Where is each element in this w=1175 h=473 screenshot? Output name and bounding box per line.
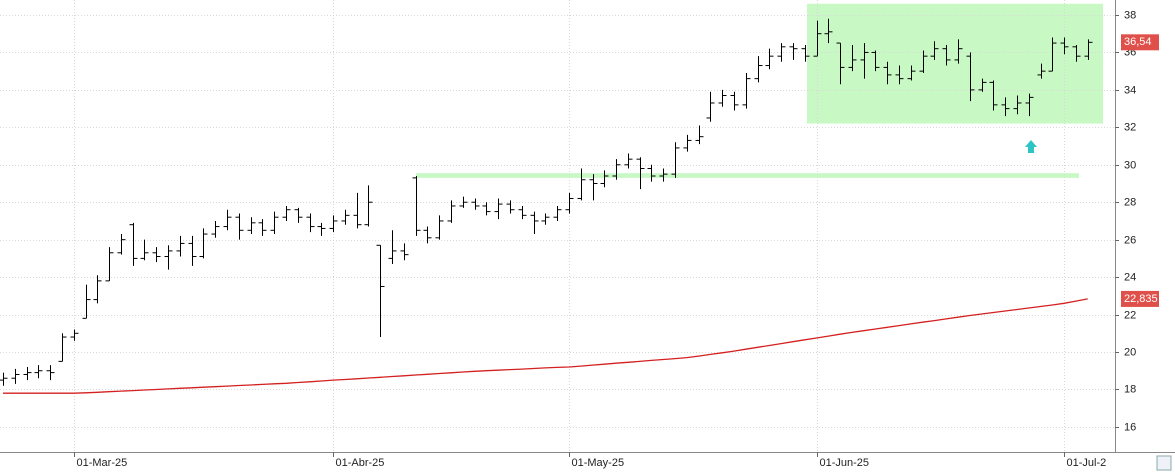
highlight-zone	[807, 3, 1103, 124]
y-tick-label: 28	[1124, 196, 1136, 208]
plot-area	[0, 0, 1115, 452]
y-tick-label: 22	[1124, 309, 1136, 321]
y-tick-label: 20	[1124, 346, 1136, 358]
y-tick-label: 16	[1124, 421, 1136, 433]
price-tag	[1121, 290, 1159, 307]
x-tick-label: 01-Jun-25	[820, 457, 870, 469]
x-tick-label: 01-Abr-25	[336, 457, 385, 469]
moving-average-line	[3, 298, 1088, 394]
x-tick-label: 01-Jul-2	[1067, 457, 1107, 469]
y-tick-label: 32	[1124, 121, 1136, 133]
y-tick-label: 24	[1124, 271, 1136, 283]
y-tick-label: 34	[1124, 84, 1136, 96]
price-tag	[1121, 34, 1159, 51]
y-tick-label: 18	[1124, 383, 1136, 395]
y-tick-label: 30	[1124, 159, 1136, 171]
price-tag-label: 22,835	[1124, 293, 1158, 305]
price-tag-label: 36,54	[1124, 36, 1152, 48]
corner-button[interactable]	[1156, 455, 1172, 471]
x-tick-label: 01-May-25	[572, 457, 625, 469]
highlight-zone	[416, 173, 1079, 178]
y-tick-label: 38	[1124, 9, 1136, 21]
up-arrow	[1025, 140, 1037, 153]
x-tick-label: 01-Mar-25	[77, 457, 128, 469]
y-tick-label: 26	[1124, 234, 1136, 246]
